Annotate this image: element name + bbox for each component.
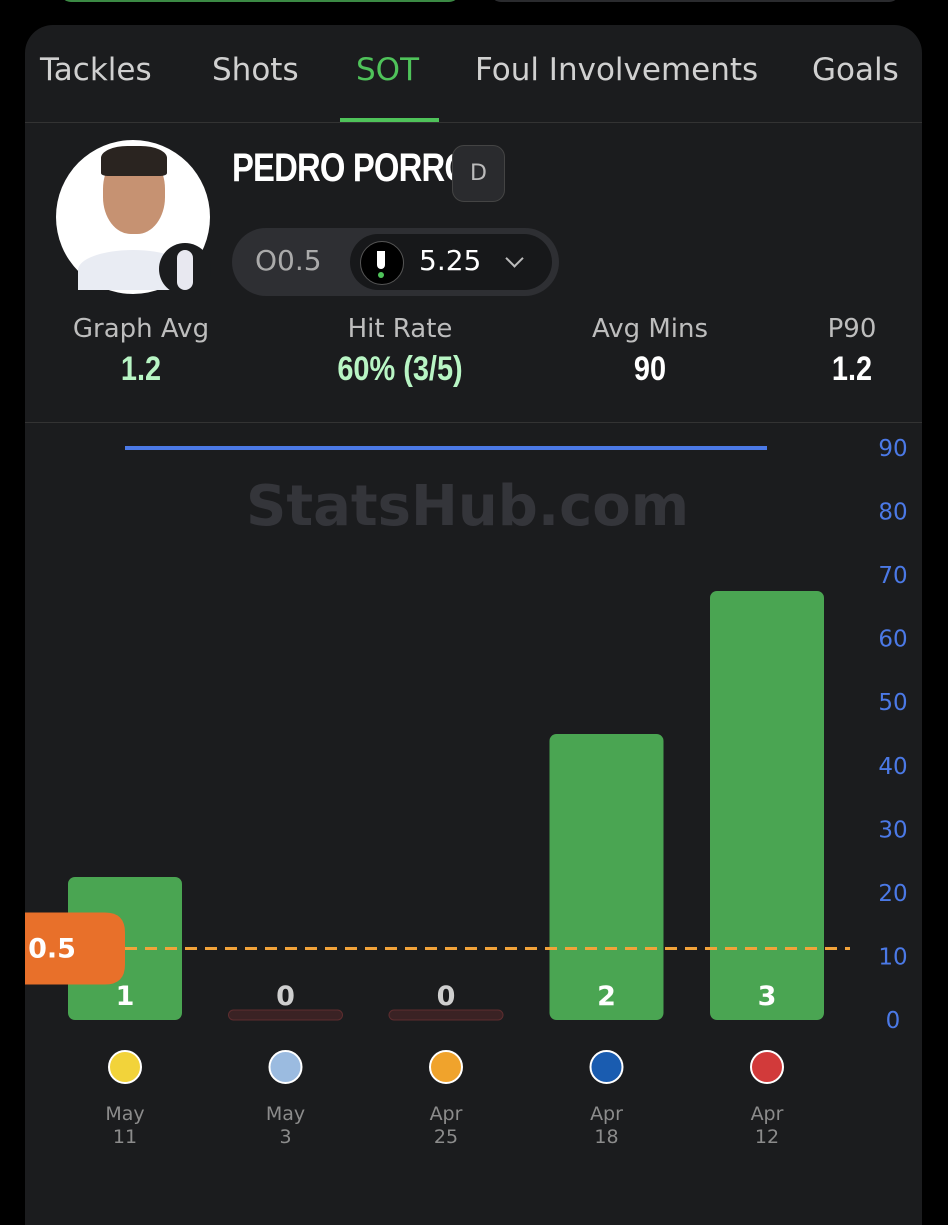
divider	[25, 422, 922, 423]
team-logo	[108, 1050, 142, 1084]
team-logo	[429, 1050, 463, 1084]
y2-tick-label: 30	[878, 817, 907, 843]
y2-tick-label: 40	[878, 754, 907, 780]
top-pill	[490, 0, 900, 2]
y2-tick-label: 20	[878, 881, 907, 907]
threshold-label: 0.5	[28, 934, 76, 965]
y2-tick-label: 80	[878, 500, 907, 526]
avatar-hair	[101, 146, 167, 176]
odds: 5.25	[419, 244, 482, 277]
x-tick-label: Apr 12	[750, 1103, 784, 1148]
x-tick-label: Apr 25	[429, 1103, 463, 1148]
y2-tick-label: 10	[878, 944, 907, 970]
book-dot	[378, 272, 384, 278]
player-name: PEDRO PORRO	[232, 146, 470, 190]
club-crest	[177, 250, 193, 290]
position-badge: D	[452, 145, 505, 202]
watermark: StatsHub.com	[246, 474, 690, 539]
bar	[549, 734, 664, 1020]
prop-line: O0.5	[255, 244, 322, 277]
page: 0 10 20 30 40 50 60 70 80 90 1 0 0 2 3 0.5 Tackles Shots…	[25, 0, 922, 1225]
stat-label: Graph Avg	[72, 314, 210, 344]
value-label: 0	[437, 981, 456, 1012]
team-logo	[268, 1050, 303, 1084]
book-mark	[377, 251, 385, 269]
zero-indicator	[228, 1009, 343, 1021]
tab[interactable]: Shots	[212, 52, 299, 88]
y2-tick-label: 60	[878, 627, 907, 653]
team-logo	[589, 1050, 624, 1084]
x-tick-label: May 3	[265, 1103, 306, 1148]
value-label: 3	[758, 981, 777, 1012]
stat-value: 1.2	[831, 350, 873, 388]
tab[interactable]: SOT	[356, 52, 420, 88]
zero-indicator	[388, 1009, 504, 1021]
stat-value: 60% (3/5)	[337, 350, 463, 388]
x-tick-label: May 11	[105, 1103, 145, 1148]
y2-tick-label: 70	[878, 563, 907, 589]
tab[interactable]: Goals	[812, 52, 899, 88]
value-label: 0	[276, 981, 295, 1012]
y2-tick-label: 0	[886, 1008, 901, 1034]
stat-label: Hit Rate	[347, 314, 453, 344]
stat-label: P90	[827, 314, 877, 344]
divider	[25, 122, 922, 123]
team-logo	[750, 1050, 784, 1084]
tab[interactable]: Tackles	[40, 52, 152, 88]
y2-tick-label: 90	[878, 436, 907, 462]
value-label: 2	[597, 981, 616, 1012]
value-label: 1	[116, 981, 135, 1012]
x-tick-label: Apr 18	[590, 1103, 623, 1148]
y2-tick-label: 50	[878, 690, 907, 716]
threshold-tag	[25, 912, 125, 985]
stat-value: 90	[633, 350, 667, 388]
stat-value: 1.2	[120, 350, 162, 388]
top-pill	[60, 0, 460, 2]
tab-underline	[340, 118, 439, 122]
stat-label: Avg Mins	[591, 314, 709, 344]
tab[interactable]: Foul Involvements	[475, 52, 759, 88]
bar	[710, 591, 824, 1020]
